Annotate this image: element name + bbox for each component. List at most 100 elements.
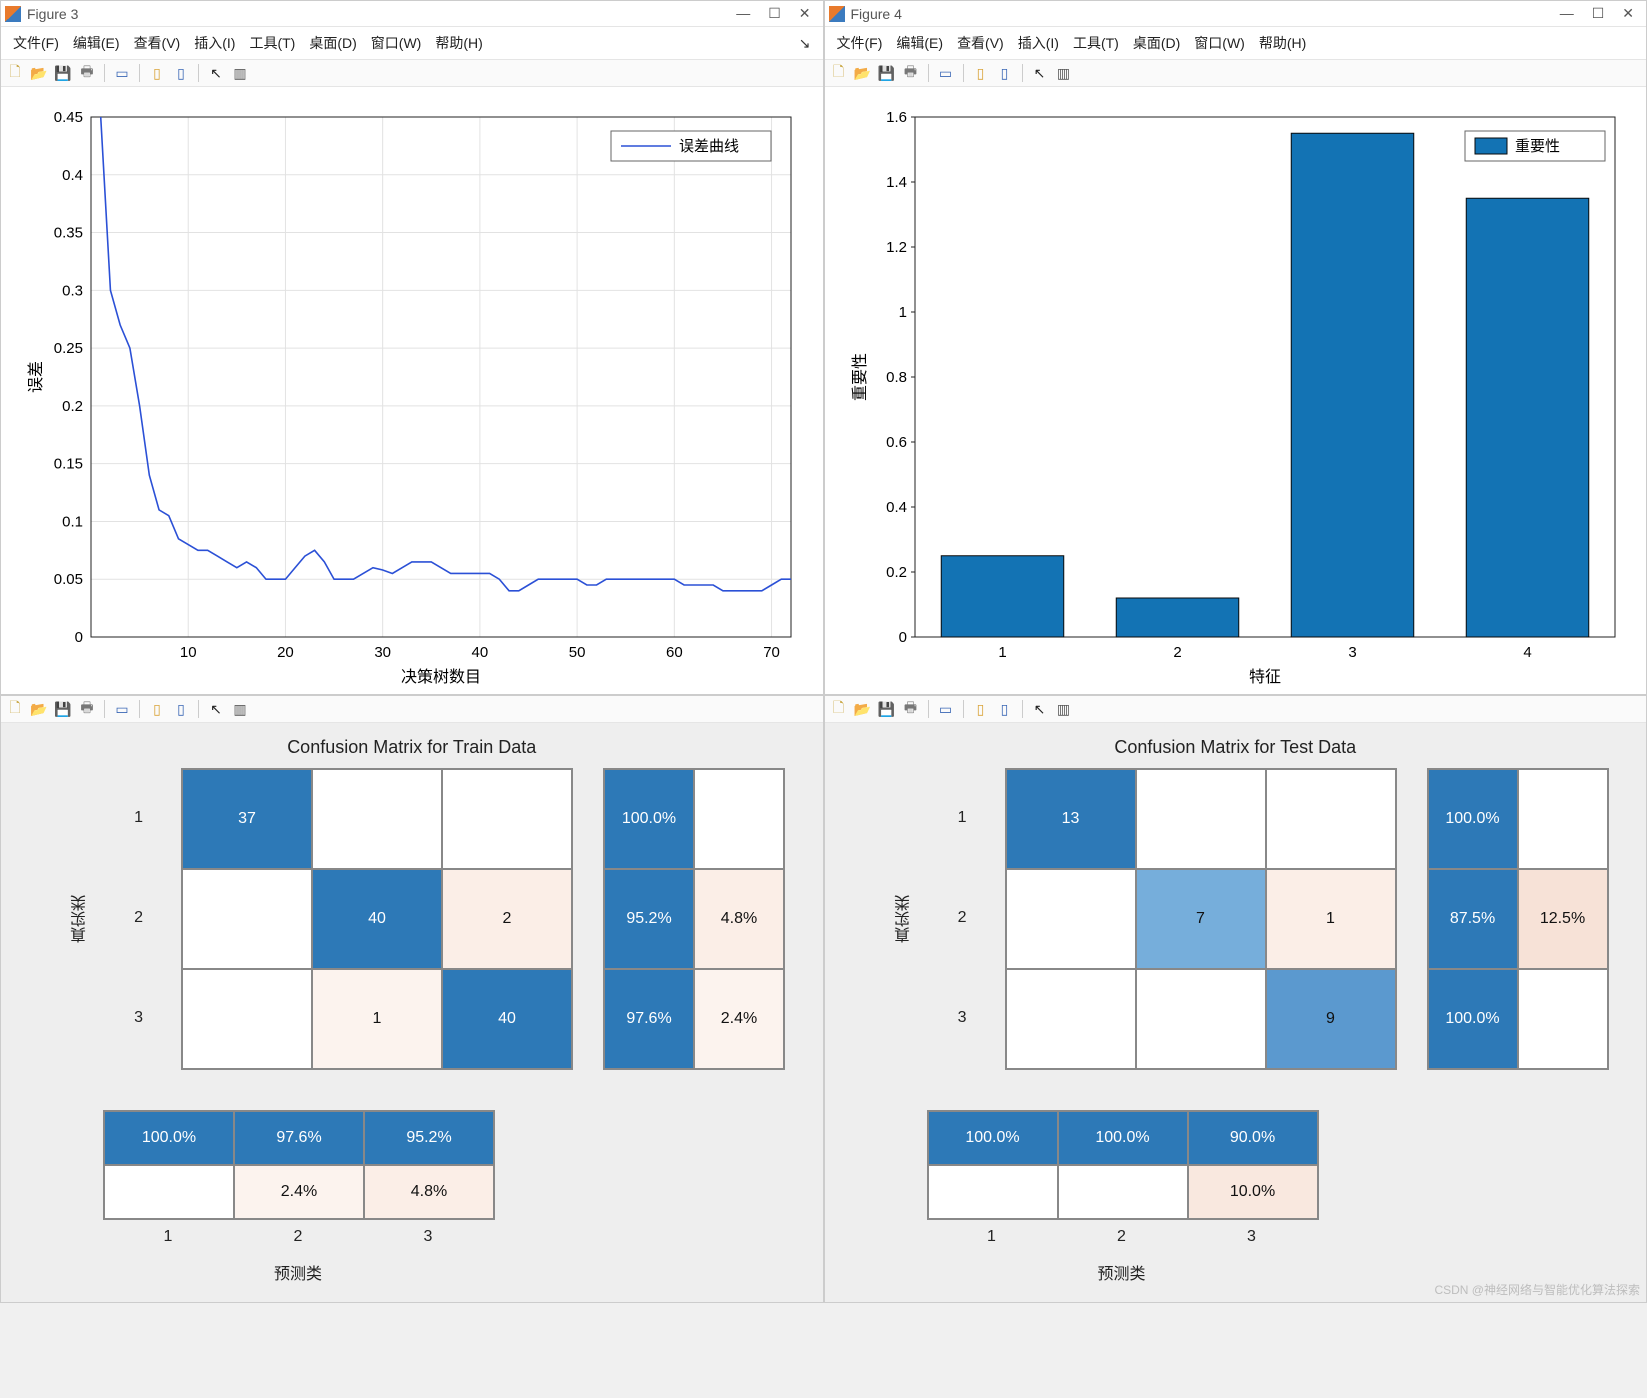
panel2-icon[interactable]: ▯ (995, 699, 1015, 719)
cm-cell (182, 869, 312, 969)
menu-item[interactable]: 文件(F) (7, 31, 65, 55)
cm-col-tick: 3 (1187, 1228, 1317, 1246)
cm-col-pct: 100.0%100.0%90.0%10.0% (927, 1110, 1319, 1220)
pointer-icon[interactable]: ↖ (1030, 699, 1050, 719)
menu-item[interactable]: 编辑(E) (890, 31, 949, 55)
svg-text:0.4: 0.4 (886, 499, 907, 516)
menu-item[interactable]: 编辑(E) (67, 31, 126, 55)
panel2-icon[interactable]: ▯ (995, 63, 1015, 83)
svg-text:20: 20 (277, 644, 294, 661)
new-icon[interactable]: 🗋 (829, 699, 849, 719)
svg-text:30: 30 (374, 644, 391, 661)
new-icon[interactable]: 🗋 (5, 699, 25, 719)
new-icon[interactable]: 🗋 (5, 63, 25, 83)
minimize-icon[interactable]: — (736, 5, 750, 22)
new-icon[interactable]: 🗋 (829, 63, 849, 83)
cm-cell (1058, 1165, 1188, 1219)
save-icon[interactable]: 💾 (53, 699, 73, 719)
menu-item[interactable]: 插入(I) (188, 31, 241, 55)
titlebar-fig3[interactable]: Figure 3 — ☐ ✕ (1, 1, 823, 27)
menubar-fig3: 文件(F)编辑(E)查看(V)插入(I)工具(T)桌面(D)窗口(W)帮助(H)… (1, 27, 823, 60)
open-icon[interactable]: 📂 (853, 63, 873, 83)
open-icon[interactable]: 📂 (29, 699, 49, 719)
print-icon[interactable]: 🖶 (901, 699, 921, 719)
menu-item[interactable]: 帮助(H) (429, 31, 488, 55)
panel2-icon[interactable]: ▯ (171, 63, 191, 83)
panel1-icon[interactable]: ▯ (971, 63, 991, 83)
open-icon[interactable]: 📂 (853, 699, 873, 719)
menu-item[interactable]: 窗口(W) (365, 31, 428, 55)
open-icon[interactable]: 📂 (29, 63, 49, 83)
svg-text:40: 40 (472, 644, 489, 661)
svg-text:误差曲线: 误差曲线 (679, 138, 739, 155)
menu-item[interactable]: 桌面(D) (303, 31, 362, 55)
cm-row-tick: 2 (951, 909, 967, 927)
menu-item[interactable]: 插入(I) (1012, 31, 1065, 55)
svg-text:0.8: 0.8 (886, 369, 907, 386)
pointer-icon[interactable]: ↖ (1030, 63, 1050, 83)
save-icon[interactable]: 💾 (877, 63, 897, 83)
options-icon[interactable]: ▥ (230, 699, 250, 719)
menu-arrow-icon[interactable]: ↘ (793, 33, 817, 54)
print-icon[interactable]: 🖶 (77, 699, 97, 719)
menu-item[interactable]: 查看(V) (951, 31, 1010, 55)
cm-row-pct: 100.0%87.5%12.5%100.0% (1427, 768, 1609, 1070)
menu-item[interactable]: 桌面(D) (1127, 31, 1186, 55)
options-icon[interactable]: ▥ (230, 63, 250, 83)
toolbar-cm-train: 🗋📂💾🖶 ▭ ▯▯ ↖▥ (1, 696, 823, 723)
cm-cell: 37 (182, 769, 312, 869)
close-icon[interactable]: ✕ (799, 5, 811, 22)
print-icon[interactable]: 🖶 (901, 63, 921, 83)
panel1-icon[interactable]: ▯ (147, 63, 167, 83)
link-icon[interactable]: ▭ (936, 63, 956, 83)
cm-main-grid: 37402140 (181, 768, 573, 1070)
cm-cell: 12.5% (1518, 869, 1608, 969)
maximize-icon[interactable]: ☐ (768, 5, 781, 22)
cm-cell (442, 769, 572, 869)
maximize-icon[interactable]: ☐ (1592, 5, 1605, 22)
svg-text:0.45: 0.45 (54, 109, 83, 126)
cm-cell: 95.2% (364, 1111, 494, 1165)
menu-item[interactable]: 工具(T) (1067, 31, 1125, 55)
cm-row-pct: 100.0%95.2%4.8%97.6%2.4% (603, 768, 785, 1070)
save-icon[interactable]: 💾 (877, 699, 897, 719)
cm-title: Confusion Matrix for Test Data (843, 737, 1629, 758)
svg-text:4: 4 (1523, 644, 1531, 661)
panel1-icon[interactable]: ▯ (147, 699, 167, 719)
options-icon[interactable]: ▥ (1054, 63, 1074, 83)
svg-text:1.2: 1.2 (886, 239, 907, 256)
cm-row-tick: 3 (127, 1009, 143, 1027)
cm-cell: 4.8% (364, 1165, 494, 1219)
cm-cell (312, 769, 442, 869)
cm-ylabel: 真实类 (69, 895, 93, 943)
cm-col-tick: 3 (363, 1228, 493, 1246)
line-chart: 1020304050607000.050.10.150.20.250.30.35… (21, 97, 801, 687)
menu-item[interactable]: 文件(F) (831, 31, 889, 55)
cm-row-tick: 1 (951, 809, 967, 827)
cm-xlabel: 预测类 (103, 1260, 493, 1284)
pointer-icon[interactable]: ↖ (206, 63, 226, 83)
svg-text:1: 1 (898, 304, 906, 321)
menu-item[interactable]: 查看(V) (128, 31, 187, 55)
svg-text:2: 2 (1173, 644, 1181, 661)
menubar-fig4: 文件(F)编辑(E)查看(V)插入(I)工具(T)桌面(D)窗口(W)帮助(H) (825, 27, 1647, 60)
print-icon[interactable]: 🖶 (77, 63, 97, 83)
cm-cell (1006, 869, 1136, 969)
pointer-icon[interactable]: ↖ (206, 699, 226, 719)
save-icon[interactable]: 💾 (53, 63, 73, 83)
close-icon[interactable]: ✕ (1622, 5, 1634, 22)
minimize-icon[interactable]: — (1560, 5, 1574, 22)
cm-row-tick: 1 (127, 809, 143, 827)
cm-row-tick: 2 (127, 909, 143, 927)
menu-item[interactable]: 工具(T) (243, 31, 301, 55)
menu-item[interactable]: 帮助(H) (1253, 31, 1312, 55)
link-icon[interactable]: ▭ (112, 63, 132, 83)
menu-item[interactable]: 窗口(W) (1188, 31, 1251, 55)
titlebar-fig4[interactable]: Figure 4 — ☐ ✕ (825, 1, 1647, 27)
window-cm-train: 🗋📂💾🖶▭▯▯↖▥ Confusion Matrix for Train Dat… (0, 695, 824, 1303)
panel1-icon[interactable]: ▯ (971, 699, 991, 719)
link-icon[interactable]: ▭ (936, 699, 956, 719)
link-icon[interactable]: ▭ (112, 699, 132, 719)
options-icon[interactable]: ▥ (1054, 699, 1074, 719)
panel2-icon[interactable]: ▯ (171, 699, 191, 719)
